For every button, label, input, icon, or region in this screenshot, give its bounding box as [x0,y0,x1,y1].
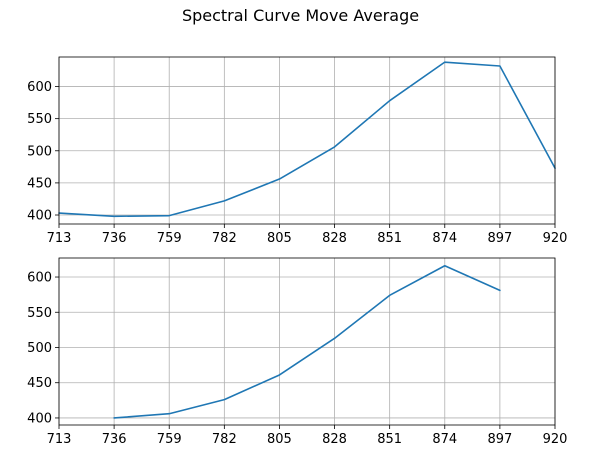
series-line-2-1 [113,264,501,419]
x-tick-label: 713 [47,432,72,447]
y-tick-label: 600 [27,271,52,286]
plot-area-2 [59,258,555,425]
x-tick-label: 828 [322,231,347,246]
x-tick-label: 897 [487,432,512,447]
y-tick-label: 450 [27,176,52,191]
x-tick-label: 759 [157,231,182,246]
axes-frame-1 [58,56,556,225]
x-tick-label: 851 [377,231,402,246]
y-tick-label: 550 [27,112,52,127]
x-tick-label: 851 [377,432,402,447]
y-tick-label: 500 [27,144,52,159]
x-tick-label: 782 [212,432,237,447]
y-tick-label: 400 [27,411,52,426]
x-tick-label: 874 [432,432,457,447]
series-line-1-1 [58,61,556,218]
x-tick-label: 805 [267,432,292,447]
x-tick-label: 920 [543,231,568,246]
y-tick-label: 400 [27,209,52,224]
x-tick-label: 805 [267,231,292,246]
x-tick-label: 759 [157,432,182,447]
axes-frame-2 [58,257,556,426]
y-tick-label: 450 [27,376,52,391]
x-tick-label: 713 [47,231,72,246]
figure-title: Spectral Curve Move Average [181,6,420,25]
x-tick-label: 897 [487,231,512,246]
subplot-1: 713 736 759 782 805 828 851 874 897 920 400 450 500 5… [27,56,568,246]
x-tick-label: 874 [432,231,457,246]
y-tick-label: 600 [27,80,52,95]
x-tick-label: 920 [543,432,568,447]
subplot-2: 713 736 759 782 805 828 851 874 897 920 400 450 500 5… [27,257,568,447]
plot-area-1 [59,57,555,224]
x-tick-label: 736 [102,231,127,246]
x-tick-label: 782 [212,231,237,246]
y-tick-label: 550 [27,306,52,321]
x-tick-label: 828 [322,432,347,447]
x-tick-label: 736 [102,432,127,447]
y-tick-label: 500 [27,341,52,356]
